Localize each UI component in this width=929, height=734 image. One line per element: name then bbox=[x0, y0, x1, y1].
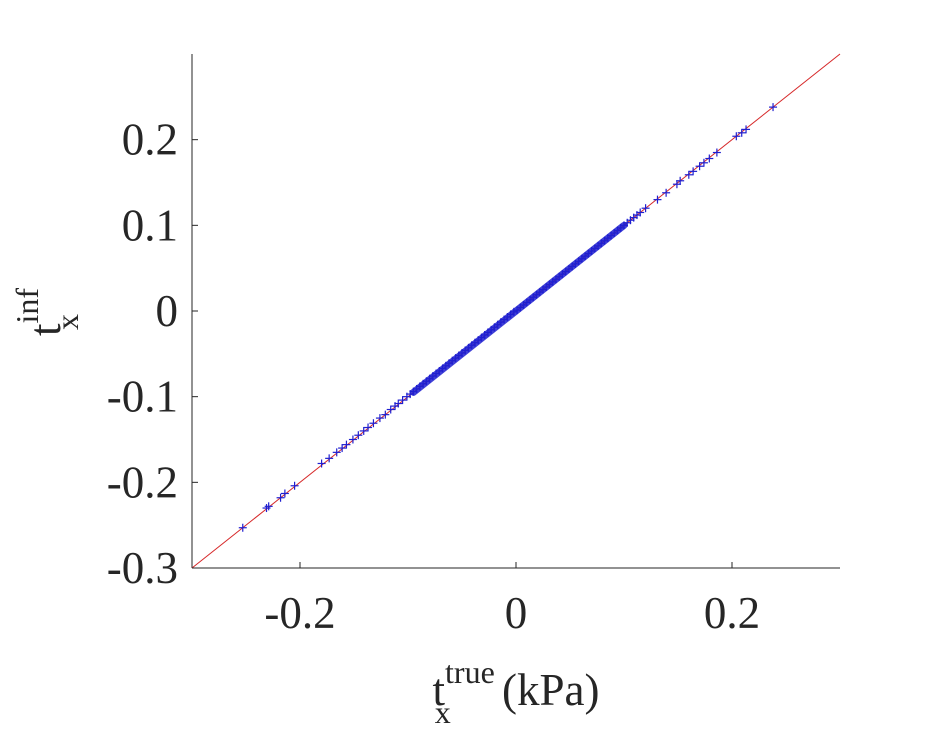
y-axis-label: tinf x bbox=[9, 288, 85, 336]
data-point bbox=[364, 423, 373, 432]
data-point bbox=[695, 162, 704, 171]
x-tick-label: 0.2 bbox=[704, 588, 760, 638]
data-point bbox=[732, 132, 741, 141]
data-point bbox=[375, 414, 384, 423]
data-point bbox=[705, 154, 714, 163]
data-point bbox=[712, 148, 721, 157]
dense-point-band bbox=[409, 221, 628, 396]
data-point bbox=[653, 195, 662, 204]
data-point bbox=[359, 426, 368, 435]
data-point bbox=[394, 399, 403, 408]
data-point bbox=[742, 125, 751, 134]
data-point bbox=[238, 523, 247, 532]
data-point bbox=[386, 405, 395, 414]
data-point bbox=[737, 128, 746, 137]
data-point bbox=[662, 188, 671, 197]
data-point bbox=[317, 459, 326, 468]
y-tick-label: -0.2 bbox=[107, 457, 178, 507]
data-point bbox=[398, 396, 407, 405]
data-point bbox=[338, 444, 347, 453]
data-point bbox=[769, 103, 778, 112]
data-point bbox=[636, 208, 645, 217]
data-point bbox=[689, 167, 698, 176]
data-point bbox=[290, 481, 299, 490]
data-point bbox=[676, 176, 685, 185]
y-tick-label: 0.2 bbox=[122, 115, 178, 165]
y-tick-label: -0.1 bbox=[107, 372, 178, 422]
data-point bbox=[699, 158, 708, 167]
data-point bbox=[369, 419, 378, 428]
x-tick-label: -0.2 bbox=[264, 588, 335, 638]
y-tick-label: -0.3 bbox=[107, 543, 178, 593]
x-axis-label: ttrue x (kPa) bbox=[433, 654, 600, 730]
x-axis-ticks: -0.2 0 0.2 bbox=[264, 562, 760, 638]
data-point bbox=[264, 502, 273, 511]
data-point bbox=[381, 410, 390, 419]
y-tick-label: 0.1 bbox=[122, 200, 178, 250]
data-point bbox=[354, 431, 363, 440]
y-tick-label: 0 bbox=[156, 286, 179, 336]
y-axis-ticks: -0.3 -0.2 -0.1 0 0.1 0.2 bbox=[107, 115, 198, 593]
data-point bbox=[280, 489, 289, 498]
data-point bbox=[276, 493, 285, 502]
plot-area bbox=[191, 53, 841, 569]
data-point bbox=[641, 204, 650, 213]
data-point bbox=[332, 448, 341, 457]
data-point bbox=[342, 440, 351, 449]
data-point bbox=[684, 170, 693, 179]
data-point bbox=[348, 435, 357, 444]
x-tick-label: 0 bbox=[505, 588, 528, 638]
data-point bbox=[325, 454, 334, 463]
